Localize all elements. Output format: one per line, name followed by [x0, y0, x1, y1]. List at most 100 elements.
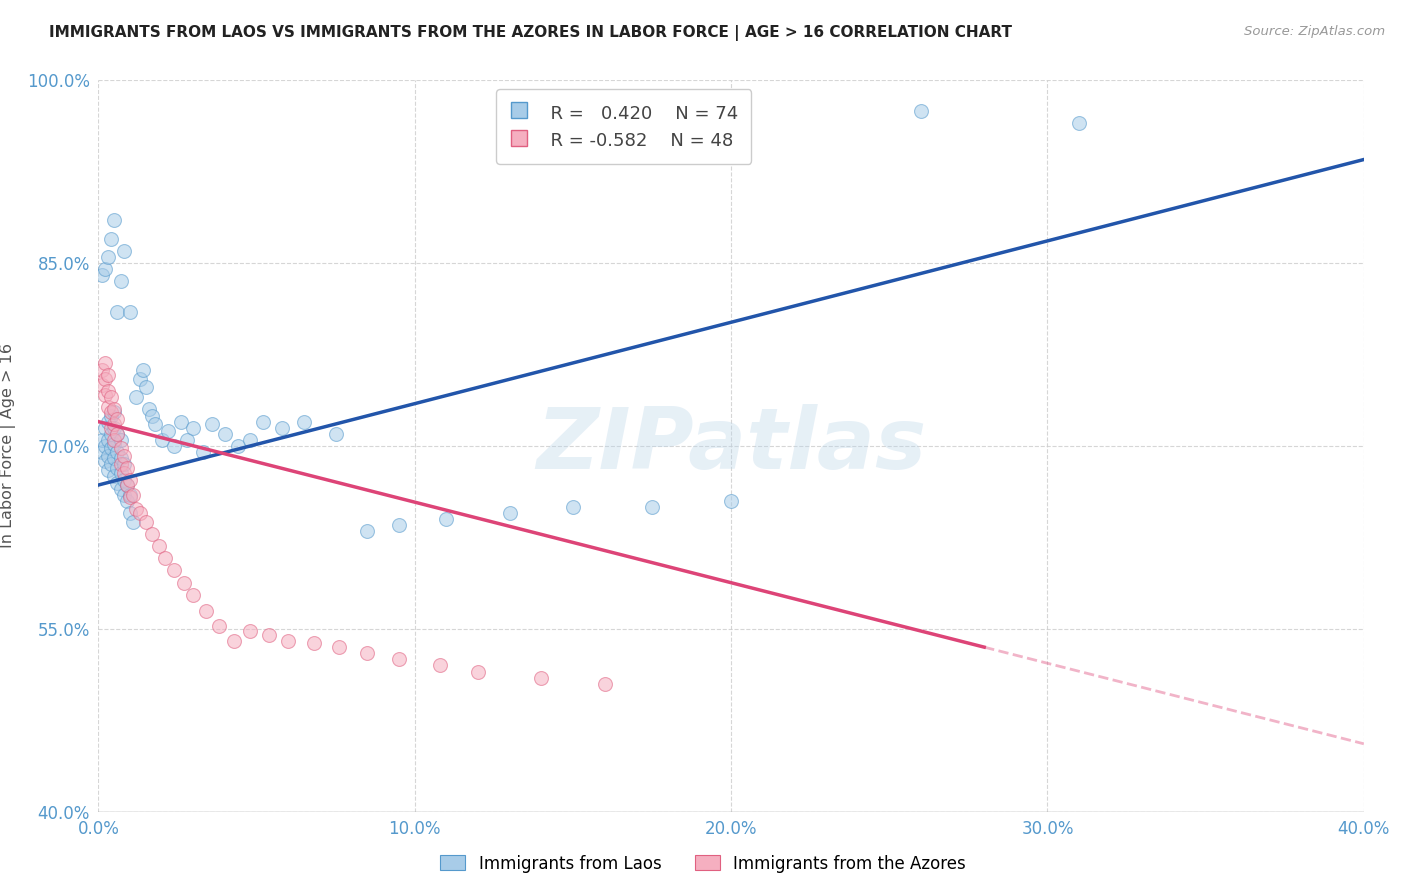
Point: [128, 506, 150, 520]
Point: [720, 493, 742, 508]
Point: [90, 378, 112, 392]
Point: [125, 502, 148, 516]
Point: [103, 451, 125, 466]
Point: [292, 415, 315, 429]
Point: [90, 363, 112, 377]
Point: [328, 640, 350, 655]
Point: [356, 524, 378, 539]
Point: [100, 232, 122, 246]
Point: [388, 652, 411, 666]
Point: [910, 103, 932, 118]
Text: IMMIGRANTS FROM LAOS VS IMMIGRANTS FROM THE AZORES IN LABOR FORCE | AGE > 16 COR: IMMIGRANTS FROM LAOS VS IMMIGRANTS FROM …: [49, 25, 1012, 41]
Point: [112, 449, 135, 463]
Text: ZIPatlas: ZIPatlas: [536, 404, 927, 488]
Point: [561, 500, 585, 514]
Point: [153, 551, 176, 566]
Point: [122, 515, 145, 529]
Point: [103, 469, 125, 483]
Point: [120, 305, 141, 319]
Point: [93, 356, 117, 370]
Point: [90, 268, 112, 283]
Point: [120, 488, 141, 502]
Point: [530, 671, 553, 685]
Point: [157, 425, 180, 439]
Point: [107, 412, 129, 426]
Point: [201, 417, 224, 431]
Point: [110, 275, 132, 289]
Point: [259, 628, 281, 642]
Point: [277, 634, 299, 648]
Point: [115, 478, 138, 492]
Point: [100, 426, 122, 441]
Point: [141, 409, 163, 423]
Point: [191, 445, 214, 459]
Point: [163, 563, 186, 577]
Point: [110, 442, 132, 456]
Point: [120, 473, 141, 487]
Point: [214, 426, 236, 441]
Point: [103, 421, 125, 435]
Point: [467, 665, 489, 679]
Point: [388, 518, 411, 533]
Point: [173, 575, 195, 590]
Point: [120, 506, 141, 520]
Point: [97, 250, 120, 264]
Point: [208, 619, 231, 633]
Point: [115, 478, 138, 492]
Point: [112, 457, 135, 471]
Point: [115, 461, 138, 475]
Point: [93, 421, 117, 435]
Point: [169, 415, 191, 429]
Point: [107, 445, 129, 459]
Point: [112, 244, 135, 258]
Point: [176, 433, 198, 447]
Point: [97, 415, 120, 429]
Point: [103, 402, 125, 417]
Point: [97, 463, 120, 477]
Point: [194, 604, 218, 618]
Point: [325, 426, 347, 441]
Point: [125, 390, 148, 404]
Point: [145, 417, 166, 431]
Point: [112, 488, 135, 502]
Point: [100, 421, 122, 435]
Point: [103, 433, 125, 447]
Point: [93, 439, 117, 453]
Point: [90, 445, 112, 459]
Legend:   R =   0.420    N = 74,   R = -0.582    N = 48: R = 0.420 N = 74, R = -0.582 N = 48: [496, 89, 751, 164]
Point: [110, 451, 132, 466]
Point: [103, 213, 125, 227]
Point: [110, 466, 132, 480]
Point: [107, 475, 129, 490]
Point: [498, 506, 520, 520]
Point: [239, 433, 262, 447]
Point: [93, 388, 117, 402]
Text: Source: ZipAtlas.com: Source: ZipAtlas.com: [1244, 25, 1385, 38]
Point: [97, 449, 120, 463]
Point: [100, 457, 122, 471]
Point: [239, 624, 262, 639]
Point: [107, 305, 129, 319]
Point: [270, 421, 294, 435]
Point: [97, 433, 120, 447]
Point: [90, 433, 112, 447]
Point: [97, 368, 120, 383]
Point: [112, 473, 135, 487]
Point: [107, 426, 129, 441]
Point: [97, 384, 120, 399]
Point: [593, 677, 616, 691]
Point: [97, 400, 120, 414]
Point: [100, 405, 122, 419]
Point: [120, 490, 141, 504]
Point: [226, 439, 249, 453]
Point: [103, 405, 125, 419]
Point: [356, 646, 378, 660]
Point: [103, 436, 125, 450]
Point: [224, 634, 246, 648]
Point: [110, 482, 132, 496]
Point: [252, 415, 274, 429]
Point: [110, 457, 132, 471]
Point: [93, 453, 117, 467]
Point: [150, 433, 173, 447]
Point: [163, 439, 186, 453]
